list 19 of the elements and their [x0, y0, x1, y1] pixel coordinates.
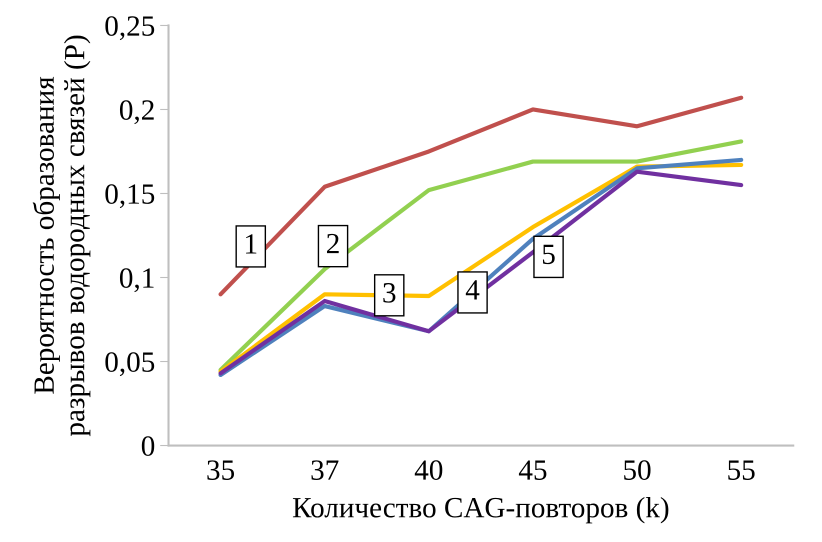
y-tick-label: 0,15	[105, 184, 154, 208]
x-tick-label: 50	[624, 460, 651, 480]
y-tick-label: 0,1	[120, 268, 154, 292]
series-label: 3	[383, 283, 396, 303]
series-label: 5	[542, 244, 555, 264]
x-tick-label: 37	[312, 460, 338, 480]
series-label: 2	[327, 234, 339, 254]
y-tick-label: 0,2	[120, 100, 154, 124]
x-tick-label: 40	[414, 460, 442, 480]
y-tick-label: 0,05	[105, 352, 154, 376]
x-axis-title: Количество CAG-повторов (k)	[292, 496, 668, 524]
y-axis-title: Вероятность образования разрывов водородных связей (P)	[32, 36, 90, 436]
x-tick-label: 45	[518, 460, 546, 480]
x-tick-label: 35	[207, 460, 234, 480]
y-tick-label: 0	[142, 436, 154, 456]
y-tick-label: 0,25	[105, 16, 154, 40]
x-tick-label: 55	[728, 460, 755, 480]
series-label: 4	[466, 280, 480, 300]
series-label: 1	[246, 234, 256, 254]
